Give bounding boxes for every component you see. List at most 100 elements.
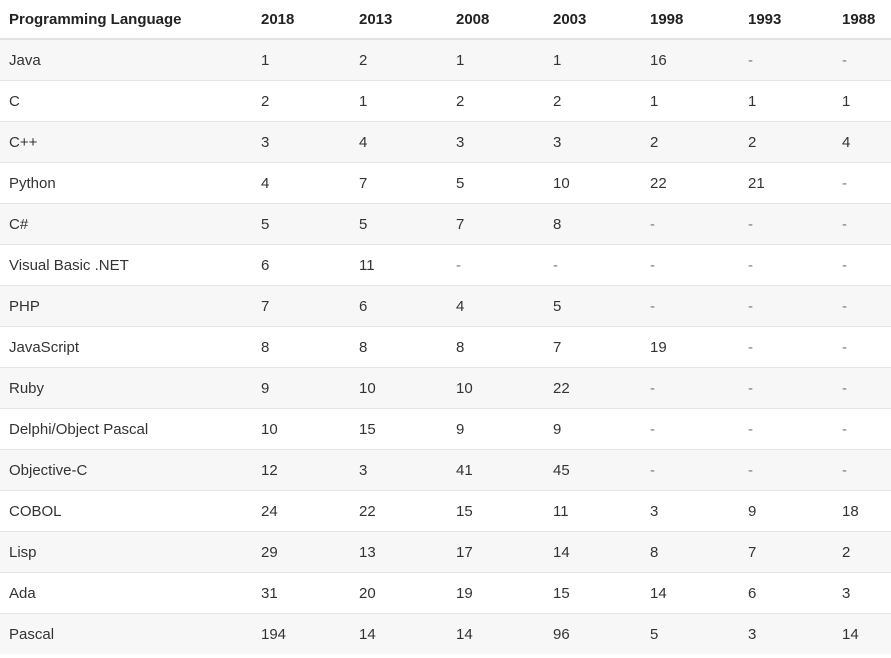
- rank-cell: 5: [641, 613, 739, 654]
- rank-cell: 1: [350, 80, 447, 122]
- rank-cell: -: [833, 326, 891, 368]
- rank-cell: 21: [739, 162, 833, 204]
- rank-cell: 2: [447, 80, 544, 122]
- rank-cell: 2: [739, 121, 833, 163]
- header-language: Programming Language: [0, 0, 252, 40]
- rank-cell: 19: [447, 572, 544, 614]
- rank-cell: 41: [447, 449, 544, 491]
- rank-cell: 3: [544, 121, 641, 163]
- table-header: Programming Language 2018 2013 2008 2003…: [0, 0, 891, 40]
- rank-cell: 15: [350, 408, 447, 450]
- table-row: C# 5 5 7 8- - -: [0, 203, 891, 245]
- rank-cell: 3: [350, 449, 447, 491]
- table-row: Pascal 194 14 14 96 5 3 14: [0, 613, 891, 654]
- rank-cell: 14: [641, 572, 739, 614]
- rank-cell: -: [833, 367, 891, 409]
- rank-cell: 4: [833, 121, 891, 163]
- rank-cell: -: [739, 367, 833, 409]
- rank-cell: 5: [350, 203, 447, 245]
- rank-cell: 6: [739, 572, 833, 614]
- rank-cell: 14: [544, 531, 641, 573]
- rank-cell: 3: [833, 572, 891, 614]
- header-year-1988: 1988: [833, 0, 891, 40]
- rank-cell: 8: [447, 326, 544, 368]
- header-year-2003: 2003: [544, 0, 641, 40]
- rank-cell: 22: [641, 162, 739, 204]
- rank-cell: 2: [252, 80, 350, 122]
- rank-cell: 1: [641, 80, 739, 122]
- rank-cell: 3: [447, 121, 544, 163]
- header-year-2018: 2018: [252, 0, 350, 40]
- language-name-cell: PHP: [0, 285, 252, 327]
- rank-cell: 1: [544, 38, 641, 81]
- table-row: Objective-C 12 3 41 45- - -: [0, 449, 891, 491]
- rank-cell: 45: [544, 449, 641, 491]
- rank-cell: 14: [833, 613, 891, 654]
- rank-cell: 19: [641, 326, 739, 368]
- language-name-cell: Pascal: [0, 613, 252, 654]
- rank-cell: 22: [544, 367, 641, 409]
- language-name-cell: C++: [0, 121, 252, 163]
- rank-cell: -: [641, 408, 739, 450]
- rank-cell: 7: [544, 326, 641, 368]
- rank-cell: 16: [641, 38, 739, 81]
- rank-cell: -: [447, 244, 544, 286]
- rank-cell: 15: [447, 490, 544, 532]
- header-year-1998: 1998: [641, 0, 739, 40]
- language-name-cell: Lisp: [0, 531, 252, 573]
- language-name-cell: Visual Basic .NET: [0, 244, 252, 286]
- rank-cell: -: [833, 449, 891, 491]
- language-name-cell: JavaScript: [0, 326, 252, 368]
- table-row: Lisp 29 13 17 14 8 7 2: [0, 531, 891, 573]
- rank-cell: 7: [739, 531, 833, 573]
- rank-cell: 3: [252, 121, 350, 163]
- rank-cell: -: [739, 244, 833, 286]
- rank-cell: -: [641, 367, 739, 409]
- rank-cell: 24: [252, 490, 350, 532]
- rank-cell: 7: [252, 285, 350, 327]
- rank-cell: 15: [544, 572, 641, 614]
- rank-cell: 29: [252, 531, 350, 573]
- rank-cell: 10: [350, 367, 447, 409]
- rank-cell: 7: [447, 203, 544, 245]
- rank-cell: 9: [739, 490, 833, 532]
- rank-cell: 11: [350, 244, 447, 286]
- rank-cell: -: [739, 408, 833, 450]
- rank-cell: 8: [641, 531, 739, 573]
- header-year-1993: 1993: [739, 0, 833, 40]
- rank-cell: -: [833, 38, 891, 81]
- header-row: Programming Language 2018 2013 2008 2003…: [0, 0, 891, 40]
- header-year-2008: 2008: [447, 0, 544, 40]
- rank-cell: -: [641, 449, 739, 491]
- rank-cell: 9: [447, 408, 544, 450]
- language-name-cell: C: [0, 80, 252, 122]
- rank-cell: 5: [252, 203, 350, 245]
- rank-cell: 4: [350, 121, 447, 163]
- rank-cell: 13: [350, 531, 447, 573]
- rank-cell: 7: [350, 162, 447, 204]
- rank-cell: 1: [447, 38, 544, 81]
- rank-cell: -: [833, 244, 891, 286]
- table-row: PHP 7 6 4 5- - -: [0, 285, 891, 327]
- header-year-2013: 2013: [350, 0, 447, 40]
- rank-cell: 10: [447, 367, 544, 409]
- table-body: Java 1 2 1 1 16- - C 2 1 2 2 1 1 1 C++ 3 4 3 3 2 2 4 Python 4 7 5 1…: [0, 38, 891, 654]
- rank-cell: 1: [739, 80, 833, 122]
- rank-cell: -: [739, 326, 833, 368]
- language-name-cell: C#: [0, 203, 252, 245]
- rank-cell: 3: [739, 613, 833, 654]
- rank-cell: -: [739, 449, 833, 491]
- rank-cell: 5: [447, 162, 544, 204]
- language-name-cell: Objective-C: [0, 449, 252, 491]
- table-row: Python 4 7 5 10 22 21-: [0, 162, 891, 204]
- rank-cell: 11: [544, 490, 641, 532]
- language-name-cell: Delphi/Object Pascal: [0, 408, 252, 450]
- rank-cell: 10: [544, 162, 641, 204]
- language-name-cell: Ruby: [0, 367, 252, 409]
- rank-cell: 1: [252, 38, 350, 81]
- table-row: Ruby 9 10 10 22- - -: [0, 367, 891, 409]
- rank-cell: 9: [252, 367, 350, 409]
- rank-cell: 14: [350, 613, 447, 654]
- language-name-cell: Python: [0, 162, 252, 204]
